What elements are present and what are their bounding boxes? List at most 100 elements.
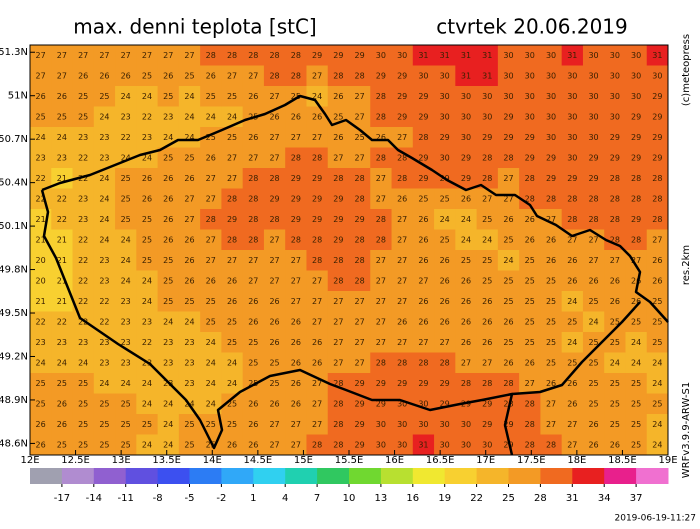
temp-cell bbox=[51, 373, 74, 394]
temp-cell bbox=[497, 45, 520, 66]
temp-value: 28 bbox=[631, 194, 641, 203]
temp-value: 24 bbox=[36, 133, 46, 142]
colorbar-label: 22 bbox=[470, 493, 483, 504]
temp-value: 25 bbox=[546, 297, 556, 306]
temp-cell bbox=[263, 188, 286, 210]
temp-cell bbox=[370, 250, 393, 271]
temp-value: 26 bbox=[503, 317, 513, 326]
temp-cell bbox=[327, 45, 350, 66]
temp-value: 29 bbox=[312, 215, 322, 224]
temp-cell bbox=[604, 393, 626, 415]
temp-value: 26 bbox=[99, 71, 109, 80]
temp-value: 31 bbox=[482, 51, 492, 60]
lon-label: 16E bbox=[385, 455, 404, 466]
temp-value: 26 bbox=[227, 276, 237, 285]
temp-cell bbox=[370, 45, 393, 66]
temp-cell bbox=[625, 352, 648, 374]
temp-value: 30 bbox=[588, 133, 598, 142]
temp-value: 21 bbox=[57, 174, 67, 183]
temp-cell bbox=[263, 332, 286, 353]
temp-value: 27 bbox=[355, 297, 365, 306]
temp-value: 29 bbox=[418, 153, 428, 162]
temp-cell bbox=[391, 147, 414, 169]
temp-cell bbox=[30, 393, 52, 415]
temp-cell bbox=[115, 352, 137, 374]
temp-value: 25 bbox=[588, 399, 598, 408]
lon-label: 12.5E bbox=[61, 455, 90, 466]
temp-cell bbox=[412, 147, 435, 169]
temp-cell bbox=[136, 229, 159, 251]
temp-value: 28 bbox=[355, 194, 365, 203]
temp-cell bbox=[476, 414, 499, 435]
colorbar-swatch bbox=[349, 468, 382, 484]
temp-value: 30 bbox=[440, 440, 450, 449]
temp-cell bbox=[370, 188, 393, 210]
temp-cell bbox=[646, 229, 669, 251]
temp-value: 28 bbox=[355, 276, 365, 285]
temp-value: 28 bbox=[269, 71, 279, 80]
temp-cell bbox=[519, 332, 541, 353]
temp-cell bbox=[434, 332, 456, 353]
temp-value: 28 bbox=[503, 379, 513, 388]
temp-value: 26 bbox=[588, 440, 598, 449]
temp-value: 27 bbox=[333, 153, 343, 162]
temp-cell bbox=[242, 229, 265, 251]
temp-value: 28 bbox=[525, 440, 535, 449]
temp-cell bbox=[30, 168, 52, 189]
temp-cell bbox=[327, 270, 350, 292]
temp-value: 27 bbox=[184, 51, 194, 60]
temp-value: 28 bbox=[248, 51, 258, 60]
lat-label: 48.6N bbox=[0, 438, 28, 449]
temp-value: 25 bbox=[36, 379, 46, 388]
lat-label: 50.4N bbox=[0, 178, 28, 189]
temp-cell bbox=[412, 45, 435, 66]
temp-value: 27 bbox=[397, 235, 407, 244]
temp-cell bbox=[646, 352, 669, 374]
temp-value: 25 bbox=[248, 379, 258, 388]
temp-cell bbox=[72, 106, 95, 128]
temp-cell bbox=[476, 147, 499, 169]
colorbar-swatch bbox=[93, 468, 127, 484]
temp-cell bbox=[455, 311, 478, 333]
lat-label: 48.9N bbox=[0, 395, 28, 406]
temp-cell bbox=[115, 229, 137, 251]
temp-cell bbox=[285, 127, 307, 148]
temp-cell bbox=[412, 127, 435, 148]
temp-value: 28 bbox=[333, 276, 343, 285]
temp-value: 29 bbox=[227, 215, 237, 224]
temp-cell bbox=[370, 127, 393, 148]
temp-cell bbox=[391, 127, 414, 148]
temp-cell bbox=[115, 65, 137, 87]
temp-value: 26 bbox=[440, 297, 450, 306]
temp-cell bbox=[455, 229, 478, 251]
temp-value: 29 bbox=[355, 420, 365, 429]
temp-cell bbox=[200, 65, 222, 87]
temp-value: 26 bbox=[121, 71, 131, 80]
temp-value: 28 bbox=[440, 358, 450, 367]
temp-value: 26 bbox=[461, 194, 471, 203]
temp-value: 25 bbox=[57, 440, 67, 449]
temp-cell bbox=[263, 209, 286, 230]
temp-cell bbox=[93, 106, 116, 128]
temp-value: 26 bbox=[312, 338, 322, 347]
temp-value: 30 bbox=[610, 112, 620, 121]
temp-cell bbox=[604, 373, 626, 394]
temp-cell bbox=[434, 373, 456, 394]
temp-value: 24 bbox=[631, 358, 641, 367]
temp-cell bbox=[136, 65, 159, 87]
temp-cell bbox=[72, 311, 95, 333]
temp-value: 27 bbox=[610, 256, 620, 265]
temp-cell bbox=[582, 86, 605, 107]
temp-cell bbox=[72, 250, 95, 271]
temp-cell bbox=[157, 188, 180, 210]
temp-value: 23 bbox=[78, 338, 88, 347]
temp-value: 29 bbox=[376, 71, 386, 80]
temp-cell bbox=[200, 311, 222, 333]
temp-value: 24 bbox=[184, 112, 194, 121]
temp-cell bbox=[519, 373, 541, 394]
temp-cell bbox=[370, 291, 393, 312]
temp-value: 26 bbox=[36, 440, 46, 449]
temp-value: 28 bbox=[376, 215, 386, 224]
temp-value: 28 bbox=[397, 153, 407, 162]
temp-cell bbox=[540, 311, 563, 333]
